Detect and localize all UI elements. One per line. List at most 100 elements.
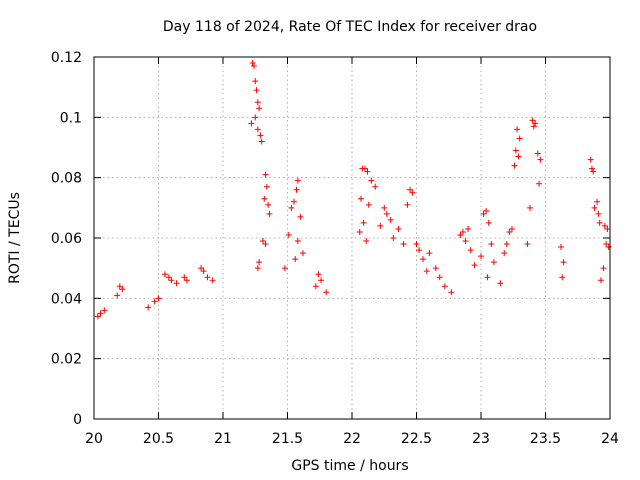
data-point	[534, 150, 541, 157]
data-point	[457, 231, 464, 238]
data-point	[604, 225, 611, 232]
data-point	[462, 238, 469, 245]
data-point	[281, 265, 288, 272]
data-point	[200, 268, 207, 275]
data-point	[559, 274, 566, 281]
data-point	[423, 268, 430, 275]
data-point	[297, 213, 304, 220]
data-point	[381, 204, 388, 211]
data-point	[254, 126, 261, 133]
data-point	[181, 274, 188, 281]
data-point	[94, 313, 101, 320]
data-point	[557, 244, 564, 251]
data-point	[490, 259, 497, 266]
data-point	[603, 241, 610, 248]
data-point	[426, 250, 433, 257]
data-point	[416, 247, 423, 254]
data-point	[478, 253, 484, 260]
data-point	[165, 274, 172, 281]
data-point	[252, 114, 259, 121]
data-point	[407, 186, 414, 193]
data-point	[262, 241, 269, 248]
data-point	[501, 250, 508, 257]
data-point	[293, 186, 300, 193]
data-point	[365, 201, 372, 208]
data-point	[261, 195, 268, 202]
data-point	[404, 201, 411, 208]
data-point	[173, 280, 180, 287]
data-points	[94, 60, 612, 320]
data-point	[601, 222, 608, 229]
data-point	[527, 204, 534, 211]
data-point	[387, 216, 394, 223]
data-point	[315, 271, 322, 278]
data-point	[266, 210, 273, 217]
data-point	[323, 289, 330, 296]
x-tick-label: 21	[214, 431, 232, 447]
data-point	[151, 298, 158, 305]
data-point	[250, 63, 257, 70]
data-point	[145, 304, 152, 311]
data-point	[383, 210, 390, 217]
data-point	[263, 183, 270, 190]
data-point	[587, 156, 594, 163]
data-point	[253, 87, 260, 94]
chart-title: Day 118 of 2024, Rate Of TEC Index for r…	[163, 19, 537, 35]
x-tick-label: 24	[601, 431, 619, 447]
data-point	[471, 262, 478, 269]
data-point	[183, 277, 190, 284]
data-point	[594, 198, 601, 205]
data-point	[511, 162, 518, 169]
data-point	[560, 259, 567, 266]
data-point	[467, 247, 474, 254]
data-point	[515, 153, 522, 160]
data-point	[290, 198, 297, 205]
data-point	[377, 222, 384, 229]
data-point	[358, 195, 365, 202]
data-point	[419, 256, 426, 263]
y-tick-label: 0.08	[51, 171, 82, 187]
data-point	[318, 277, 325, 284]
data-point	[503, 241, 510, 248]
data-point	[257, 132, 264, 139]
data-point	[168, 277, 175, 284]
data-point	[254, 265, 261, 272]
data-point	[292, 256, 299, 263]
data-point	[488, 241, 495, 248]
data-point	[588, 165, 595, 172]
grid-lines	[94, 57, 610, 419]
data-point	[432, 265, 439, 272]
data-point	[161, 271, 168, 278]
data-point	[249, 60, 256, 67]
y-tick-label: 0.12	[51, 50, 82, 66]
data-point	[409, 189, 416, 196]
data-point	[480, 210, 487, 217]
data-point	[288, 204, 295, 211]
x-tick-label: 23	[472, 431, 490, 447]
data-point	[299, 250, 306, 257]
data-point	[285, 231, 292, 238]
data-point	[258, 138, 265, 145]
data-point	[294, 238, 301, 245]
data-point	[265, 201, 272, 208]
data-point	[537, 156, 544, 163]
data-point	[530, 123, 537, 130]
x-tick-label: 20	[85, 431, 103, 447]
data-point	[597, 277, 604, 284]
data-point	[485, 219, 492, 226]
data-point	[465, 225, 472, 232]
data-point	[400, 241, 407, 248]
data-point	[312, 283, 319, 290]
data-point	[395, 225, 402, 232]
data-point	[605, 244, 612, 251]
data-point	[116, 283, 123, 290]
data-point	[497, 280, 504, 287]
y-tick-labels: 0 0.02 0.04 0.06 0.08 0.1 0.12	[51, 50, 82, 428]
data-point	[294, 177, 301, 184]
data-point	[591, 204, 598, 211]
data-point	[114, 292, 121, 299]
x-tick-label: 21.5	[272, 431, 303, 447]
y-tick-label: 0.1	[60, 110, 82, 126]
data-point	[356, 228, 363, 235]
